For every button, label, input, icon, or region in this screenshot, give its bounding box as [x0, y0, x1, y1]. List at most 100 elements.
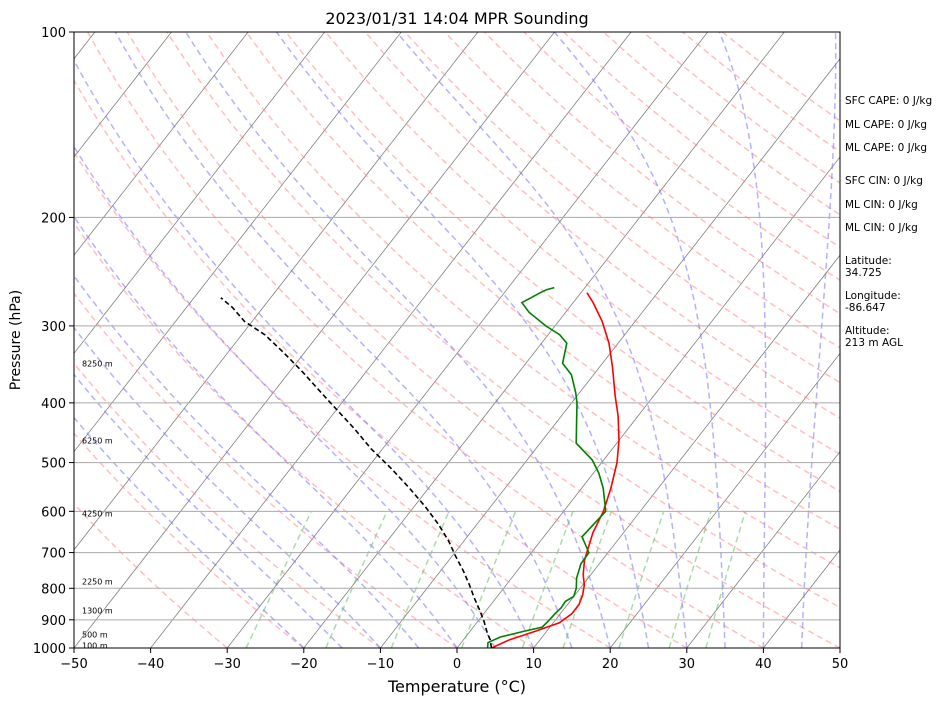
parcel-line [220, 297, 493, 648]
x-tick-label: −30 [213, 657, 240, 672]
longitude-value: -86.647 [845, 302, 886, 314]
height-label: 500 m [82, 630, 108, 639]
x-tick-label: −40 [137, 657, 164, 672]
temperature-line [491, 292, 620, 648]
moist-adiabat-line [74, 58, 535, 648]
side-info-panel: SFC CAPE: 0 J/kg ML CAPE: 0 J/kg ML CAPE… [845, 95, 932, 349]
x-tick-label: 50 [832, 657, 849, 672]
dry-adiabat-line [483, 32, 840, 315]
isotherm-line [379, 58, 840, 648]
isotherm-line [74, 32, 479, 551]
dry-adiabat-line [444, 32, 840, 349]
moist-adiabat-line [74, 145, 496, 648]
isotherm-line [533, 254, 840, 648]
x-tick-label: −10 [367, 657, 394, 672]
sfc-cin-text: SFC CIN: 0 J/kg [845, 175, 923, 187]
y-tick-label: 700 [41, 547, 66, 562]
dry-adiabat-line [74, 432, 305, 648]
sfc-cape-text: SFC CAPE: 0 J/kg [845, 95, 932, 107]
dry-adiabat-line [86, 32, 764, 648]
isotherm-line [226, 32, 709, 648]
height-label: 1300 m [82, 607, 113, 616]
x-tick-label: −20 [290, 657, 317, 672]
dry-adiabat-line [74, 78, 688, 648]
mixing-ratio-line [705, 511, 747, 648]
x-tick-label: 30 [679, 657, 696, 672]
altitude-value: 213 m AGL [845, 337, 903, 349]
isotherm-line [609, 352, 840, 648]
ml-cape-text-2: ML CAPE: 0 J/kg [845, 142, 927, 154]
altitude-label: Altitude: [845, 325, 890, 337]
y-tick-label: 800 [41, 582, 66, 597]
height-label: 6250 m [82, 436, 113, 445]
x-tick-label: 40 [755, 657, 772, 672]
height-label: 2250 m [82, 578, 113, 587]
height-label: 8250 m [82, 359, 113, 368]
moist-adiabat-line [114, 32, 573, 648]
moist-adiabat-line [74, 373, 343, 648]
y-tick-label: 300 [41, 320, 66, 335]
y-axis-label: Pressure (hPa) [8, 290, 24, 390]
latitude-label: Latitude: [845, 255, 892, 267]
dry-adiabat-line [74, 221, 535, 648]
dewpoint-line [486, 286, 607, 648]
isotherm-line [74, 32, 402, 453]
latitude-value: 34.725 [845, 267, 882, 279]
moist-adiabat-line [718, 32, 767, 648]
longitude-label: Longitude: [845, 290, 901, 302]
isotherm-line [762, 549, 840, 648]
isotherm-line [74, 32, 556, 648]
height-label: 4250 m [82, 510, 113, 519]
isotherm-line [303, 32, 785, 648]
height-labels: 100 m 500 m 1300 m 2250 m 4250 m 6250 m 8250 m [82, 359, 113, 650]
dry-adiabat-line [74, 151, 611, 648]
chart-title: 2023/01/31 14:04 MPR Sounding [325, 9, 588, 28]
isotherm-line [74, 32, 173, 158]
isotherm-line [686, 450, 840, 648]
mixing-ratio-line [325, 510, 388, 648]
x-tick-label: 10 [525, 657, 542, 672]
x-tick-label: 0 [453, 657, 461, 672]
y-tick-label: 1000 [33, 642, 66, 657]
dry-adiabat-line [74, 362, 381, 648]
isotherm-line [150, 32, 632, 648]
moist-adiabat-line [74, 326, 381, 648]
x-tick-label: 20 [602, 657, 619, 672]
isotherm-line [74, 32, 249, 256]
sounding-profiles [220, 286, 620, 648]
y-tick-label: 600 [41, 505, 66, 520]
x-tick-label: −50 [60, 657, 87, 672]
background-lines [74, 32, 840, 648]
dry-adiabat-line [205, 32, 840, 569]
isotherm-line [74, 32, 326, 355]
y-tick-label: 400 [41, 397, 66, 412]
y-tick-label: 900 [41, 614, 66, 629]
dry-adiabat-line [126, 32, 840, 648]
mixing-ratio-line [460, 511, 517, 648]
dry-adiabat-line [285, 32, 840, 493]
dry-adiabat-line [74, 292, 458, 648]
mixing-ratio-line [245, 510, 313, 648]
moist-adiabat-line [553, 32, 726, 648]
moist-adiabat-line [185, 32, 611, 648]
dry-adiabat-line [166, 32, 840, 609]
dry-adiabat-line [404, 32, 840, 384]
y-axis-ticks: 100 200 300 400 500 600 700 800 900 1000 [33, 26, 74, 657]
x-axis-label: Temperature (°C) [387, 677, 526, 696]
dry-adiabat-line [245, 32, 840, 530]
ml-cin-text: ML CIN: 0 J/kg [845, 199, 918, 211]
isotherm-line [456, 156, 840, 648]
moist-adiabat-line [800, 32, 837, 648]
y-tick-label: 200 [41, 211, 66, 226]
ml-cape-text: ML CAPE: 0 J/kg [845, 119, 927, 131]
y-tick-label: 500 [41, 457, 66, 472]
y-tick-label: 100 [41, 26, 66, 41]
moist-adiabat-line [74, 274, 420, 648]
mixing-ratio-line [668, 511, 712, 648]
ml-cin-text-2: ML CIN: 0 J/kg [845, 222, 918, 234]
height-label: 100 m [82, 641, 108, 650]
mixing-ratio-line [390, 511, 450, 648]
moist-adiabat-line [74, 215, 458, 648]
moist-adiabat-line [74, 416, 305, 648]
